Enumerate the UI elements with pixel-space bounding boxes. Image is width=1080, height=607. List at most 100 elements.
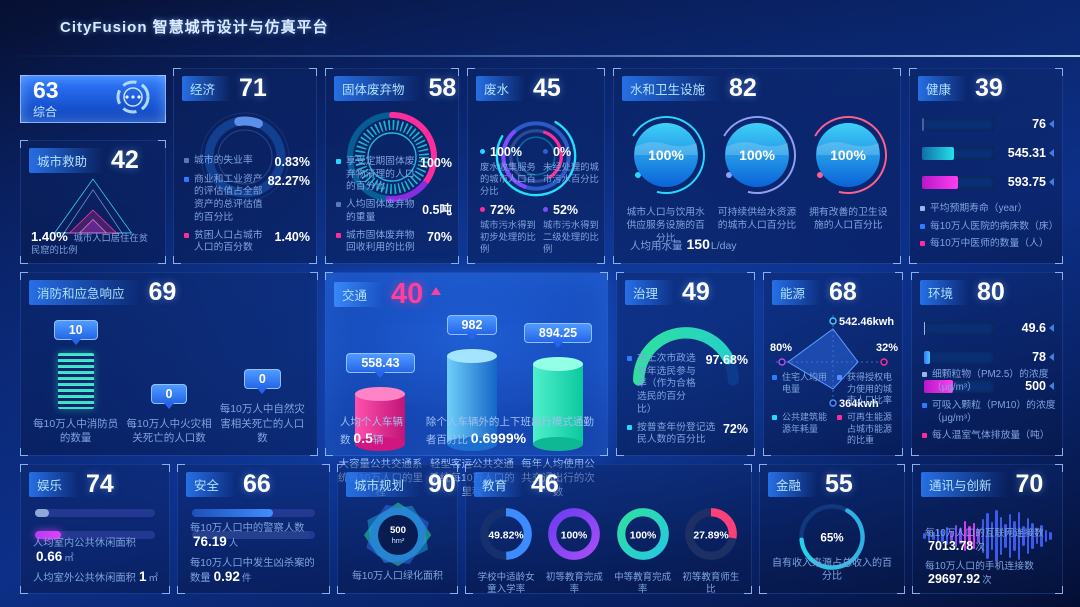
panel-corner [897,464,905,472]
legend-item: 城市的失业率 0.83% [184,155,310,169]
panel-corner [325,448,333,456]
composite-score-card[interactable]: 63 综合 [20,75,166,123]
panel-corner [467,68,475,76]
panel-corner [893,256,901,264]
bar-row: 49.6 [924,321,1054,335]
panel-corner [177,464,185,472]
composite-label: 综合 [33,104,58,119]
legend-item: 100% 废水收集服务的城市人口百分比 [480,144,536,196]
energy-legend: 住宅人均用电量 获得授权电力使用的城市人口比率 公共建筑能源年耗量 可再生能源占… [772,367,898,447]
waveform-bar [954,525,958,547]
urban-stat-label: 每10万人口绿化面积 [351,571,444,582]
panel-corner [1055,464,1063,472]
bar-row: 500 [924,379,1054,393]
panel-corner [450,464,458,472]
legend-bullet [837,414,842,420]
panel-corner [309,68,317,76]
panel-urban-title: 城市规划 [346,472,421,497]
panel-wastewater-title: 废水 [476,76,526,101]
waveform-bar [1040,525,1043,547]
panel-corner [162,464,170,472]
legend-bullet [184,232,189,238]
value-badge: 894.25 [523,323,593,348]
composite-score: 63 综合 [33,78,59,120]
panel-corner [909,256,917,264]
panel-corner [616,448,624,456]
panel-corner [613,256,621,264]
legend-item: 每10万中医师的数量（人） [920,238,1056,251]
panel-corner [759,464,767,472]
legend-bullet [480,207,485,213]
panel-corner [451,256,459,264]
svg-text:500: 500 [389,525,405,536]
legend-bullet [772,414,777,420]
panel-education-title: 教育 [474,472,524,497]
panel-corner [158,256,166,264]
legend-item: 人均固体废弃物的重量 0.5吨 [336,199,452,224]
value-badge: 0 [243,369,281,395]
environment-legend: 细颗粒物（PM2.5）的浓度（μg/m³） 可吸入颗粒（PM10）的浓度（μg/… [922,364,1056,443]
slider-bar[interactable] [192,509,315,517]
waveform-bar [950,531,953,541]
panel-governance-title: 治理 [625,280,675,305]
composite-icon [115,79,151,120]
panel-corner [895,272,903,280]
svg-text:542.46kwh: 542.46kwh [839,316,894,328]
legend-bullet [772,374,777,380]
value-badge: 982 [446,315,498,340]
legend-bullet [336,202,341,208]
panel-solid-waste-value: 58 [428,74,457,102]
cylinder-bar [355,387,406,451]
legend-item: 城市固体废弃物回收利用的比例 70% [336,230,452,255]
legend-bullet [184,157,189,163]
waveform-bar [1022,526,1025,546]
panel-corner [744,586,752,594]
svg-text:100%: 100% [561,531,588,542]
water-gauges: 100% 城市人口与饮用水供应服务设施的百分比 100% 可持续供给水资源的城市… [620,109,894,246]
panel-economy-value: 71 [239,74,267,102]
urban-blob-chart: 500 hm² [346,495,450,580]
legend-bullet [920,241,925,247]
panel-communication: 通讯与创新 70 每10万人口的互联网连接数7013.78 次 每10万人口的手机连… [912,464,1063,594]
panel-corner [465,464,473,472]
city-aid-stat-value: 1.40% [31,228,68,244]
slider-bar[interactable] [35,531,155,539]
panel-corner [912,464,920,472]
panel-corner [893,68,901,76]
legend-bullet [336,232,341,238]
cylinder-bar [533,357,584,451]
slider-bar[interactable] [192,531,315,539]
health-bars: 76 545.31 593.75 [922,117,1054,204]
panel-corner [325,256,333,264]
waveform-bar [1026,518,1030,554]
waveform-bar [977,529,980,543]
panel-environment: 环境 80 49.6 78 500 细颗粒物（PM2.5）的浓度（μg/m³） 可… [911,272,1063,456]
panel-corner [173,256,181,264]
environment-bars: 49.6 78 500 [924,321,1054,408]
legend-item: 住宅人均用电量 [772,372,833,407]
panel-corner [158,115,166,123]
panel-corner [310,448,318,456]
panel-energy-value: 68 [829,278,857,306]
value-badge: 0 [150,383,188,409]
legend-bullet [922,402,927,408]
panel-fire-emergency: 消防和应急响应 69 10 每10万人中消防员的数量 0 每10万人中火灾相关死亡… [20,272,318,456]
svg-text:100%: 100% [830,147,866,163]
panel-recreation-value: 74 [86,470,114,498]
legend-item: 贫困人口占城市人口的百分数 1.40% [184,230,310,255]
liquid-gauge: 100% 城市人口与饮用水供应服务设施的百分比 [622,109,710,246]
stat: 每10万人口的互联网连接数7013.78 次 [925,528,1044,553]
panel-corner [1055,448,1063,456]
panel-communication-value: 70 [1015,470,1044,498]
legend-bullet [920,205,925,211]
legend-item: 每10万人医院的病床数（床） [920,221,1058,234]
waveform-bar [990,522,994,550]
slider-bar[interactable] [35,509,155,517]
legend-bullet [922,433,927,439]
panel-corner [325,68,333,76]
panel-health: 健康 39 76 545.31 593.75 平均预期寿命（year） 每10万人… [909,68,1063,264]
bar-row: 76 [922,117,1054,131]
cylinder-column: 894.25 每年人均使用公共交通出行的次数 [519,323,597,500]
svg-text:100%: 100% [648,147,684,163]
panel-corner [597,256,605,264]
